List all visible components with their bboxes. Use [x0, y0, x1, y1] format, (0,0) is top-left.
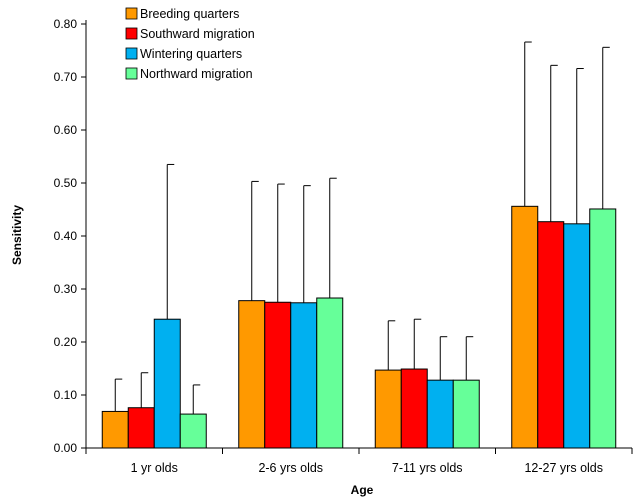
legend: Breeding quarters Southward migration Wint… [125, 7, 255, 81]
bar [290, 302, 318, 449]
x-tick-label: 1 yr olds [131, 461, 178, 475]
y-axis-title: Sensitivity [10, 205, 24, 265]
x-axis-title: Age [351, 483, 374, 497]
bar [316, 297, 344, 449]
bar [238, 300, 266, 449]
y-tick-label: 0.00 [54, 441, 78, 455]
bar [511, 205, 539, 449]
legend-swatch [125, 47, 138, 60]
bar [426, 379, 454, 449]
error-bars [114, 41, 610, 415]
x-tick-label: 2-6 yrs olds [258, 461, 323, 475]
y-tick-label: 0.20 [54, 335, 78, 349]
legend-label: Wintering quarters [140, 47, 242, 61]
y-tick-label: 0.10 [54, 388, 78, 402]
legend-label: Northward migration [140, 67, 253, 81]
x-axis-tick-labels: 1 yr olds 2-6 yrs olds 7-11 yrs olds 12-27 … [131, 461, 603, 475]
legend-swatch [125, 67, 138, 80]
x-tick-label: 12-27 yrs olds [524, 461, 603, 475]
axes [85, 20, 633, 454]
bar [589, 208, 617, 449]
y-tick-label: 0.70 [54, 70, 78, 84]
bar [127, 407, 155, 449]
bar [452, 379, 480, 449]
legend-swatch [125, 27, 138, 40]
y-tick-label: 0.80 [54, 17, 78, 31]
y-tick-label: 0.60 [54, 123, 78, 137]
bar [264, 301, 292, 449]
bar [374, 369, 402, 449]
bar [153, 318, 181, 449]
legend-swatch [125, 7, 138, 20]
bar [400, 368, 428, 449]
y-tick-label: 0.50 [54, 176, 78, 190]
bar [101, 410, 129, 449]
bar [563, 223, 591, 449]
bars [101, 205, 617, 449]
y-axis-ticks: 0.00 0.10 0.20 0.30 0.40 0.50 0.60 0.70 0.80 [54, 17, 86, 455]
legend-label: Southward migration [140, 27, 255, 41]
legend-label: Breeding quarters [140, 7, 239, 21]
bar [179, 413, 207, 449]
x-tick-label: 7-11 yrs olds [392, 461, 463, 475]
bar [537, 221, 565, 449]
y-tick-label: 0.30 [54, 282, 78, 296]
y-tick-label: 0.40 [54, 229, 78, 243]
